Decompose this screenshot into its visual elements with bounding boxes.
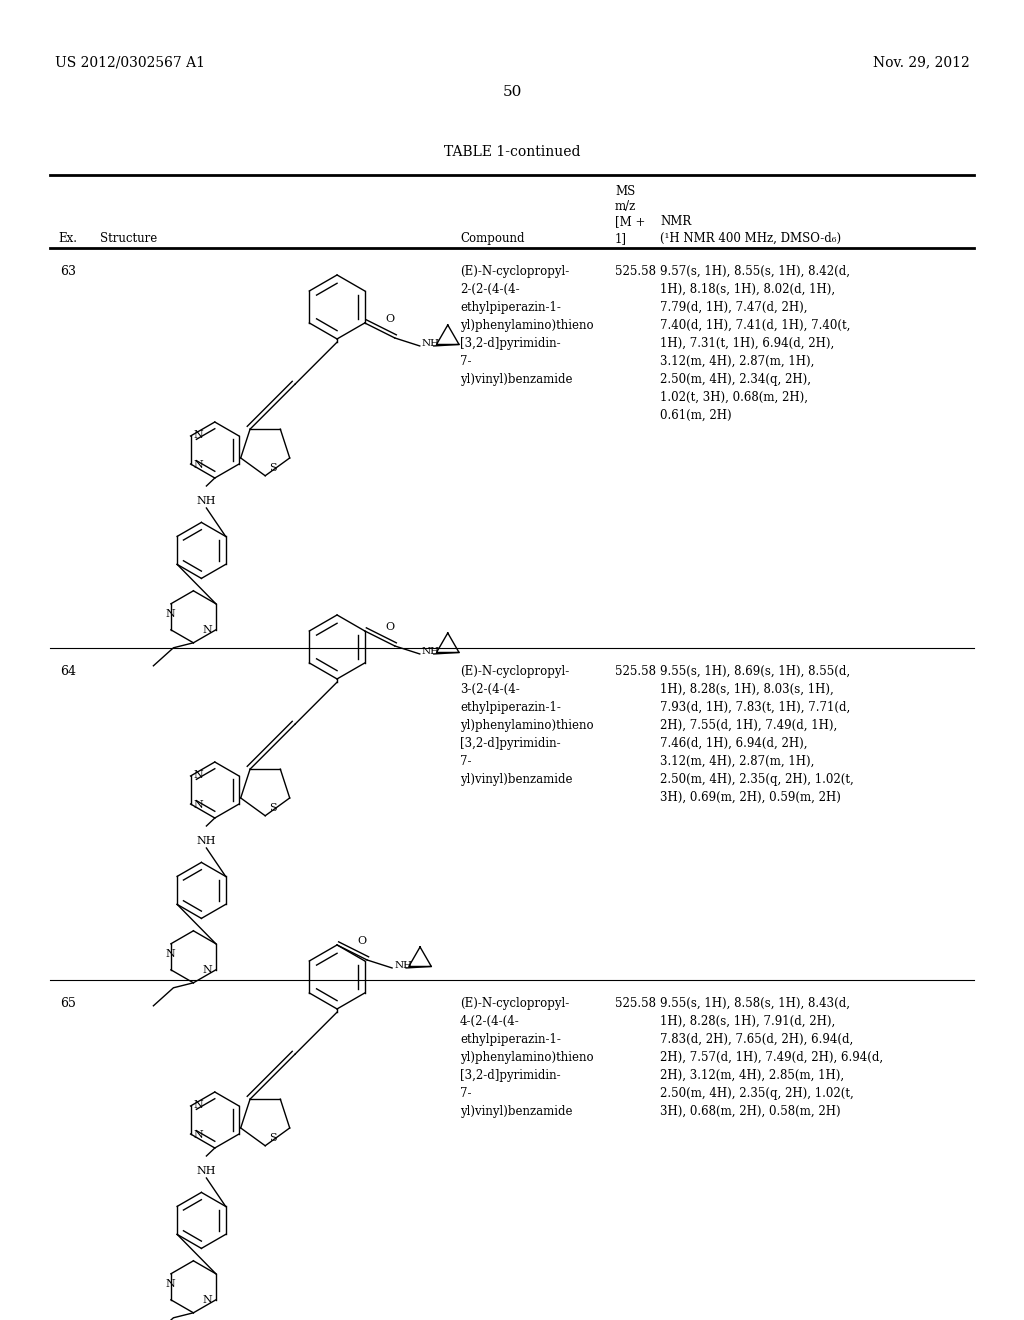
Text: N: N bbox=[203, 624, 213, 635]
Text: NH: NH bbox=[197, 496, 216, 506]
Text: O: O bbox=[357, 936, 367, 946]
Text: (E)-N-cyclopropyl-
3-(2-(4-(4-
ethylpiperazin-1-
yl)phenylamino)thieno
[3,2-d]py: (E)-N-cyclopropyl- 3-(2-(4-(4- ethylpipe… bbox=[460, 665, 594, 785]
Text: N: N bbox=[165, 949, 175, 960]
Text: NH: NH bbox=[422, 647, 440, 656]
Text: N: N bbox=[203, 965, 213, 974]
Text: N: N bbox=[194, 800, 203, 810]
Text: NMR: NMR bbox=[660, 215, 691, 228]
Text: 9.55(s, 1H), 8.69(s, 1H), 8.55(d,
1H), 8.28(s, 1H), 8.03(s, 1H),
7.93(d, 1H), 7.: 9.55(s, 1H), 8.69(s, 1H), 8.55(d, 1H), 8… bbox=[660, 665, 854, 804]
Text: N: N bbox=[194, 1130, 203, 1140]
Text: N: N bbox=[194, 461, 203, 470]
Text: m/z: m/z bbox=[615, 201, 636, 213]
Text: NH: NH bbox=[197, 836, 216, 846]
Text: Compound: Compound bbox=[460, 232, 524, 246]
Text: N: N bbox=[165, 610, 175, 619]
Text: 50: 50 bbox=[503, 84, 521, 99]
Text: NH: NH bbox=[197, 1166, 216, 1176]
Text: N: N bbox=[203, 1295, 213, 1304]
Text: 525.58: 525.58 bbox=[615, 265, 656, 279]
Text: 525.58: 525.58 bbox=[615, 665, 656, 678]
Text: S: S bbox=[269, 1133, 276, 1143]
Text: (E)-N-cyclopropyl-
4-(2-(4-(4-
ethylpiperazin-1-
yl)phenylamino)thieno
[3,2-d]py: (E)-N-cyclopropyl- 4-(2-(4-(4- ethylpipe… bbox=[460, 997, 594, 1118]
Text: NH: NH bbox=[394, 961, 413, 970]
Text: N: N bbox=[194, 770, 203, 780]
Text: MS: MS bbox=[615, 185, 635, 198]
Text: 65: 65 bbox=[60, 997, 76, 1010]
Text: TABLE 1-continued: TABLE 1-continued bbox=[443, 145, 581, 158]
Text: Nov. 29, 2012: Nov. 29, 2012 bbox=[873, 55, 970, 69]
Text: NH: NH bbox=[422, 339, 440, 348]
Text: [M +: [M + bbox=[615, 215, 645, 228]
Text: 9.57(s, 1H), 8.55(s, 1H), 8.42(d,
1H), 8.18(s, 1H), 8.02(d, 1H),
7.79(d, 1H), 7.: 9.57(s, 1H), 8.55(s, 1H), 8.42(d, 1H), 8… bbox=[660, 265, 850, 422]
Text: O: O bbox=[385, 314, 394, 323]
Text: S: S bbox=[269, 803, 276, 813]
Text: Structure: Structure bbox=[100, 232, 158, 246]
Text: (¹H NMR 400 MHz, DMSO-d₆): (¹H NMR 400 MHz, DMSO-d₆) bbox=[660, 232, 841, 246]
Text: (E)-N-cyclopropyl-
2-(2-(4-(4-
ethylpiperazin-1-
yl)phenylamino)thieno
[3,2-d]py: (E)-N-cyclopropyl- 2-(2-(4-(4- ethylpipe… bbox=[460, 265, 594, 385]
Text: 525.58: 525.58 bbox=[615, 997, 656, 1010]
Text: Ex.: Ex. bbox=[58, 232, 77, 246]
Text: S: S bbox=[269, 463, 276, 473]
Text: O: O bbox=[385, 622, 394, 632]
Text: 64: 64 bbox=[60, 665, 76, 678]
Text: N: N bbox=[165, 1279, 175, 1290]
Text: N: N bbox=[194, 429, 203, 440]
Text: 1]: 1] bbox=[615, 232, 627, 246]
Text: N: N bbox=[194, 1100, 203, 1110]
Text: 63: 63 bbox=[60, 265, 76, 279]
Text: 9.55(s, 1H), 8.58(s, 1H), 8.43(d,
1H), 8.28(s, 1H), 7.91(d, 2H),
7.83(d, 2H), 7.: 9.55(s, 1H), 8.58(s, 1H), 8.43(d, 1H), 8… bbox=[660, 997, 883, 1118]
Text: US 2012/0302567 A1: US 2012/0302567 A1 bbox=[55, 55, 205, 69]
